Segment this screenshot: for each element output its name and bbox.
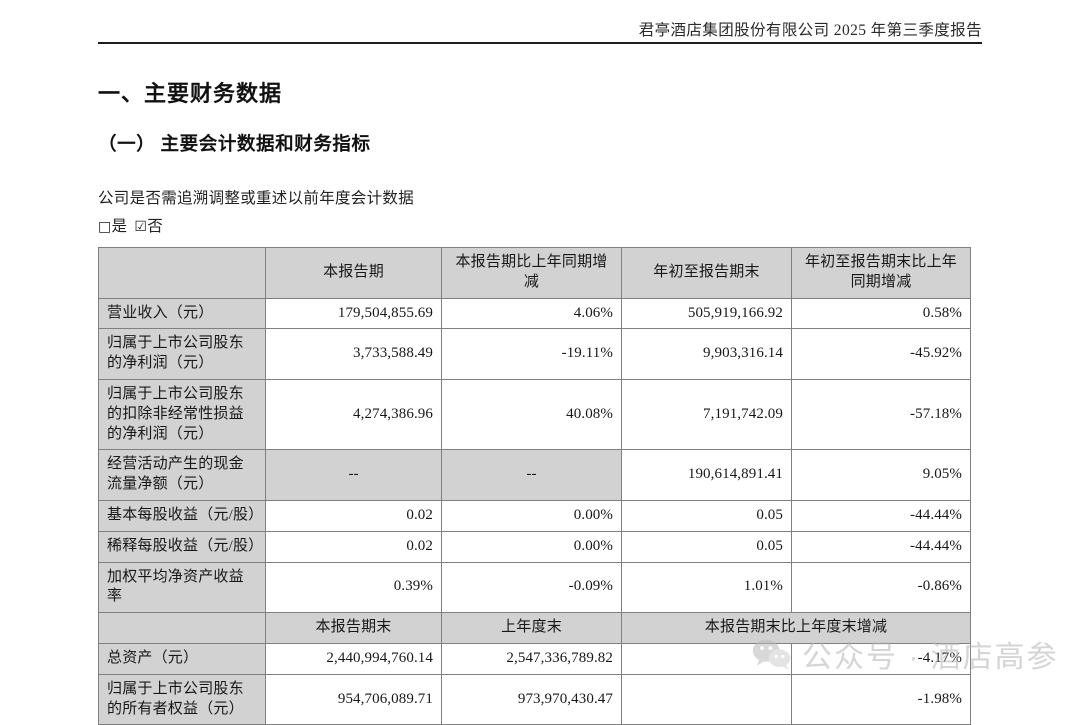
header-cell-period-end-change: 本报告期末比上年度末增减: [621, 612, 971, 644]
row-value-yoy: 4.06%: [441, 297, 622, 330]
row-value-change: -1.98%: [791, 673, 971, 725]
row-value-spacer: [621, 673, 792, 725]
section-heading: 一、主要财务数据: [98, 81, 283, 106]
row-value-current: 4,274,386.96: [265, 378, 442, 451]
restatement-answer-line: □是 ☑否: [98, 214, 163, 236]
row-value-ytd-yoy: -44.44%: [791, 499, 971, 532]
row-value-ytd-yoy: 9.05%: [791, 449, 971, 501]
row-value-ytd: 7,191,742.09: [621, 378, 792, 451]
row-value-ytd: 0.05: [621, 530, 792, 563]
row-label: 归属于上市公司股东的扣除非经常性损益的净利润（元）: [98, 378, 266, 451]
table-header-row: 本报告期 本报告期比上年同期增减 年初至报告期末 年初至报告期末比上年同期增减: [98, 247, 971, 299]
document-page: 君亭酒店集团股份有限公司 2025 年第三季度报告 一、主要财务数据 （一） 主…: [98, 22, 1057, 725]
table-row: 经营活动产生的现金流量净额（元） -- -- 190,614,891.41 9.…: [98, 449, 971, 501]
row-label: 加权平均净资产收益率: [98, 561, 266, 614]
row-value-ytd: 9,903,316.14: [621, 328, 792, 380]
row-label: 归属于上市公司股东的所有者权益（元）: [98, 673, 266, 725]
table-row: 归属于上市公司股东的净利润（元） 3,733,588.49 -19.11% 9,…: [98, 328, 971, 380]
row-label: 经营活动产生的现金流量净额（元）: [98, 449, 266, 501]
restatement-question: 公司是否需追溯调整或重述以前年度会计数据: [98, 190, 415, 207]
row-value-yoy: 0.00%: [441, 499, 622, 532]
option-yes-label: 是: [111, 218, 128, 235]
row-label: 稀释每股收益（元/股）: [98, 530, 266, 563]
row-label: 营业收入（元）: [98, 297, 266, 330]
row-value-period-end: 2,440,994,760.14: [265, 642, 442, 675]
header-cell-period-end: 本报告期末: [265, 612, 442, 644]
checkbox-checked-icon[interactable]: ☑: [134, 219, 148, 235]
row-value-current: 0.39%: [265, 561, 442, 614]
header-cell-blank: [98, 612, 266, 644]
row-value-current: 3,733,588.49: [265, 328, 442, 380]
row-value-ytd-yoy: -0.86%: [791, 561, 971, 614]
table-row: 基本每股收益（元/股） 0.02 0.00% 0.05 -44.44%: [98, 499, 971, 532]
row-label: 归属于上市公司股东的净利润（元）: [98, 328, 266, 380]
row-value-current: --: [265, 449, 442, 501]
table-header-row-secondary: 本报告期末 上年度末 本报告期末比上年度末增减: [98, 612, 971, 644]
row-value-ytd: 505,919,166.92: [621, 297, 792, 330]
table-row: 稀释每股收益（元/股） 0.02 0.00% 0.05 -44.44%: [98, 530, 971, 563]
header-cell-current-period: 本报告期: [265, 247, 442, 299]
row-value-prior-year-end: 973,970,430.47: [441, 673, 622, 725]
header-cell-blank: [98, 247, 266, 299]
row-value-ytd-yoy: -57.18%: [791, 378, 971, 451]
row-value-ytd-yoy: 0.58%: [791, 297, 971, 330]
row-value-ytd-yoy: -44.44%: [791, 530, 971, 563]
row-value-ytd: 190,614,891.41: [621, 449, 792, 501]
table-row: 归属于上市公司股东的所有者权益（元） 954,706,089.71 973,97…: [98, 673, 971, 725]
header-cell-period-yoy: 本报告期比上年同期增减: [441, 247, 622, 299]
table-row: 归属于上市公司股东的扣除非经常性损益的净利润（元） 4,274,386.96 4…: [98, 378, 971, 451]
table-row: 总资产（元） 2,440,994,760.14 2,547,336,789.82…: [98, 642, 971, 675]
row-value-current: 0.02: [265, 530, 442, 563]
row-value-yoy: -19.11%: [441, 328, 622, 380]
row-value-current: 179,504,855.69: [265, 297, 442, 330]
option-no-label: 否: [147, 218, 164, 235]
header-cell-prior-year-end: 上年度末: [441, 612, 622, 644]
table-row: 加权平均净资产收益率 0.39% -0.09% 1.01% -0.86%: [98, 561, 971, 614]
row-value-yoy: 0.00%: [441, 530, 622, 563]
table-row: 营业收入（元） 179,504,855.69 4.06% 505,919,166…: [98, 297, 971, 330]
row-value-prior-year-end: 2,547,336,789.82: [441, 642, 622, 675]
header-cell-ytd-yoy: 年初至报告期末比上年同期增减: [791, 247, 971, 299]
row-value-yoy: -0.09%: [441, 561, 622, 614]
checkbox-unchecked-icon[interactable]: □: [98, 219, 112, 235]
row-value-ytd-yoy: -45.92%: [791, 328, 971, 380]
row-label: 总资产（元）: [98, 642, 266, 675]
row-label: 基本每股收益（元/股）: [98, 499, 266, 532]
row-value-change: -4.17%: [791, 642, 971, 675]
row-value-ytd: 1.01%: [621, 561, 792, 614]
financial-data-table: 本报告期 本报告期比上年同期增减 年初至报告期末 年初至报告期末比上年同期增减 …: [98, 247, 971, 725]
subsection-heading: （一） 主要会计数据和财务指标: [98, 135, 371, 155]
running-header: 君亭酒店集团股份有限公司 2025 年第三季度报告: [638, 22, 982, 39]
header-rule: [98, 42, 982, 44]
row-value-ytd: 0.05: [621, 499, 792, 532]
header-cell-ytd: 年初至报告期末: [621, 247, 792, 299]
row-value-spacer: [621, 642, 792, 675]
row-value-yoy: 40.08%: [441, 378, 622, 451]
row-value-current: 0.02: [265, 499, 442, 532]
row-value-period-end: 954,706,089.71: [265, 673, 442, 725]
row-value-yoy: --: [441, 449, 622, 501]
